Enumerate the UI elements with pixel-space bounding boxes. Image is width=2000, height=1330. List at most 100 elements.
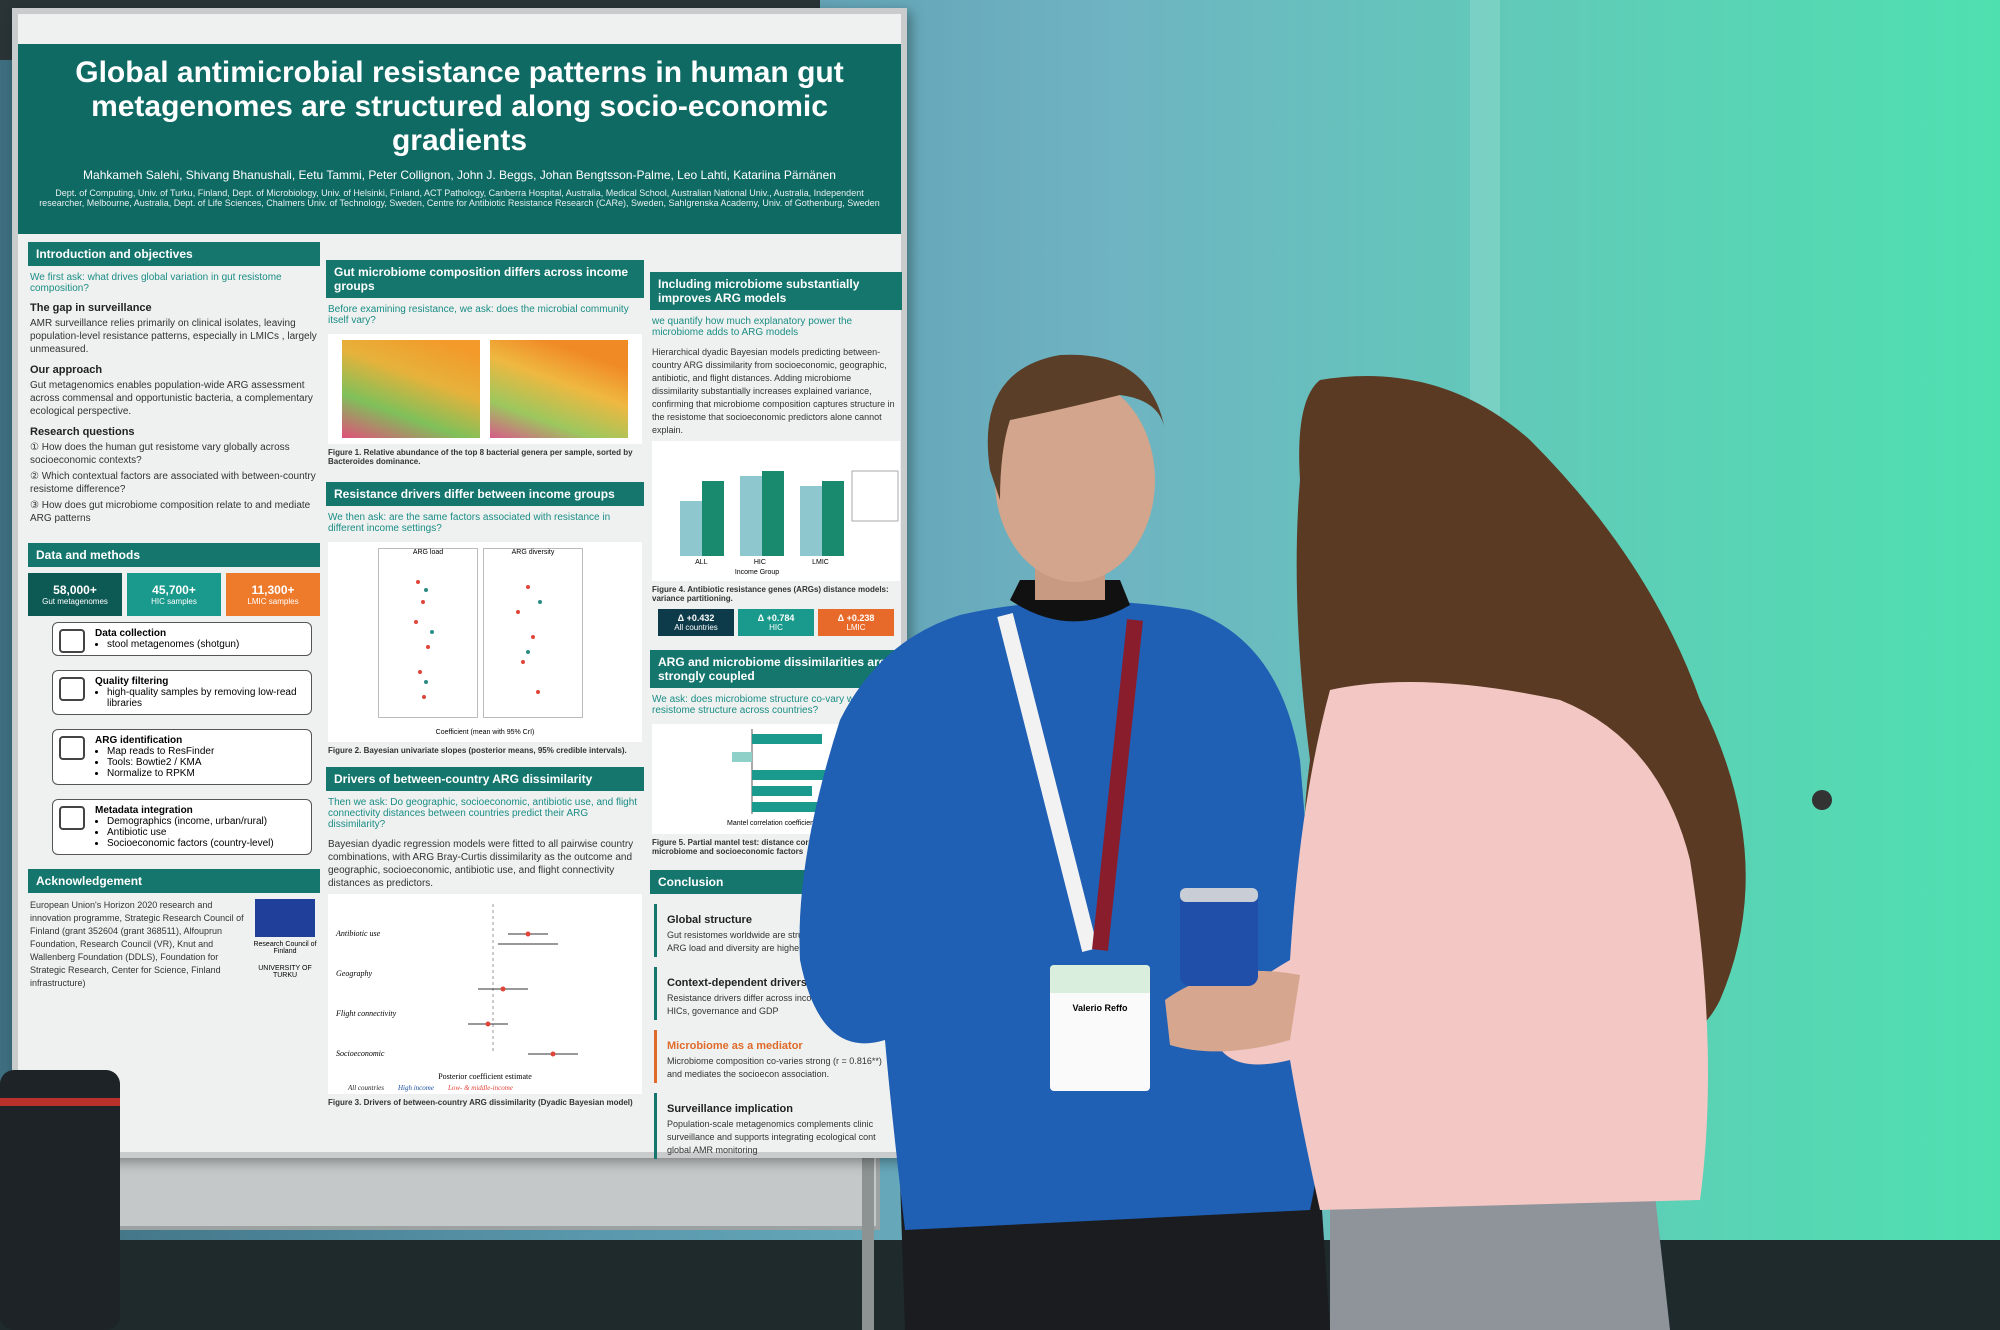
question: ② Which contextual factors are associate… bbox=[30, 471, 316, 495]
stack bbox=[740, 471, 784, 556]
coef-plot bbox=[468, 904, 578, 1057]
stack bbox=[800, 481, 844, 556]
conclusion-title: Surveillance implication bbox=[667, 1103, 793, 1115]
stat-value: 58,000+ bbox=[53, 583, 97, 597]
man-face bbox=[995, 378, 1155, 582]
lanyard bbox=[1092, 619, 1143, 951]
section-lead: We ask: does microbiome structure co-var… bbox=[652, 694, 865, 716]
bin-stripe bbox=[0, 1098, 120, 1106]
delta-label: LMIC bbox=[846, 623, 866, 632]
text: AMR surveillance relies primarily on cli… bbox=[30, 318, 317, 355]
text: Gut metagenomics enables population-wide… bbox=[30, 380, 313, 417]
method-step: Data collectionstool metagenomes (shotgu… bbox=[52, 622, 312, 656]
section-heading: Including microbiome substantially impro… bbox=[650, 272, 902, 310]
step-item: Map reads to ResFinder bbox=[107, 746, 305, 757]
badge-header bbox=[1050, 965, 1150, 993]
bin bbox=[0, 1070, 120, 1330]
conclusion-list: Global structure Gut resistomes worldwide… bbox=[650, 904, 902, 1159]
figure-2: ARG load ARG diversity Coefficient (mean… bbox=[328, 542, 642, 742]
axis-label: Coefficient (mean with 95% CrI) bbox=[435, 729, 535, 736]
step-title: Data collection bbox=[95, 628, 167, 639]
name-badge: Valerio Reffo bbox=[1050, 965, 1150, 1091]
delta-box: Δ +0.784 HIC bbox=[738, 609, 814, 636]
stat-label: HIC samples bbox=[151, 597, 197, 606]
method-step: Metadata integrationDemographics (income… bbox=[52, 799, 312, 855]
can-top bbox=[1180, 888, 1258, 902]
points bbox=[485, 931, 556, 1057]
man-hair bbox=[987, 354, 1165, 500]
stack bbox=[680, 481, 724, 556]
section-heading: Data and methods bbox=[28, 543, 320, 567]
group-label: HIC bbox=[753, 559, 766, 566]
variance-bars bbox=[680, 470, 899, 556]
delta-boxes: Δ +0.432 All countries Δ +0.784 HIC Δ +0.238… bbox=[658, 609, 894, 636]
legend-entry: High income bbox=[397, 1084, 434, 1092]
question: ① How does the human gut resistome vary … bbox=[30, 442, 290, 466]
step-title: Metadata integration bbox=[95, 805, 193, 816]
conclusion-item: Microbiome as a mediator Microbiome compo… bbox=[654, 1030, 898, 1083]
column-1: Introduction and objectives We first ask… bbox=[28, 234, 320, 990]
subheading: The gap in surveillance bbox=[30, 302, 152, 314]
poster-authors: Mahkameh Salehi, Shivang Bhanushali, Eet… bbox=[83, 168, 836, 182]
question-list: ① How does the human gut resistome vary … bbox=[28, 441, 320, 525]
section-lead: We then ask: are the same factors associ… bbox=[328, 512, 611, 534]
figure-3: Antibiotic use Geography Flight connectivi… bbox=[328, 894, 642, 1094]
wall-camera bbox=[1812, 790, 1832, 810]
method-step: ARG identificationMap reads to ResFinder… bbox=[52, 729, 312, 785]
eu-flag bbox=[255, 899, 315, 937]
conclusion-item: Global structure Gut resistomes worldwide… bbox=[654, 904, 898, 957]
section-lead: We first ask: what drives global variati… bbox=[30, 272, 282, 294]
delta-value: Δ +0.784 bbox=[757, 613, 795, 623]
step-item: Antibiotic use bbox=[107, 827, 305, 838]
method-step: Quality filteringhigh-quality samples by… bbox=[52, 670, 312, 715]
figure-4: ALL HIC LMIC Income Group bbox=[652, 441, 900, 581]
group-labels: ALL HIC LMIC bbox=[672, 559, 852, 566]
stat-box: 11,300+ LMIC samples bbox=[226, 573, 320, 616]
figure-caption: Figure 1. Relative abundance of the top … bbox=[328, 448, 633, 466]
predictor-label: Flight connectivity bbox=[336, 1009, 397, 1018]
subheading: Our approach bbox=[30, 364, 103, 376]
section-heading: Acknowledgement bbox=[28, 869, 320, 893]
axis-label: Mantel correlation coefficient (r) bbox=[727, 820, 825, 827]
legend-entry: All countries bbox=[348, 1084, 384, 1092]
figure-caption: Figure 2. Bayesian univariate slopes (po… bbox=[328, 746, 627, 755]
figure-caption: Figure 4. Antibiotic resistance genes (A… bbox=[652, 585, 889, 603]
panel-title: ARG load bbox=[412, 549, 444, 556]
conclusion-text: Resistance drivers differ across income … bbox=[667, 993, 888, 1016]
dots bbox=[424, 588, 542, 684]
conclusion-item: Surveillance implication Population-scale… bbox=[654, 1093, 898, 1159]
step-title: ARG identification bbox=[95, 735, 183, 746]
section-lead: we quantify how much explanatory power t… bbox=[652, 316, 853, 338]
group-label: LMIC bbox=[812, 559, 829, 566]
predictor-label: Geography bbox=[336, 969, 372, 978]
stand-frame bbox=[100, 1150, 880, 1230]
poster-title: Global antimicrobial resistance patterns… bbox=[75, 56, 844, 157]
panel: ARG load bbox=[378, 548, 478, 718]
step-items: stool metagenomes (shotgun) bbox=[95, 639, 305, 650]
hand bbox=[1165, 970, 1300, 1052]
legend-box bbox=[851, 470, 899, 522]
stat-box: 45,700+ HIC samples bbox=[127, 573, 221, 616]
can bbox=[1180, 888, 1258, 986]
step-item: Tools: Bowtie2 / KMA bbox=[107, 757, 305, 768]
stat-value: 11,300+ bbox=[251, 583, 295, 597]
slope-dots bbox=[414, 580, 542, 699]
legend: All countries High income Low- & middle-in… bbox=[348, 1084, 513, 1092]
section-heading: Resistance drivers differ between income… bbox=[326, 482, 644, 506]
step-item: Socioeconomic factors (country-level) bbox=[107, 838, 305, 849]
conclusion-title: Microbiome as a mediator bbox=[667, 1040, 803, 1052]
text: Hierarchical dyadic Bayesian models pred… bbox=[652, 347, 895, 435]
step-item: high-quality samples by removing low-rea… bbox=[107, 687, 305, 709]
conclusion-text: Microbiome composition co-varies strong … bbox=[667, 1056, 882, 1079]
step-icon bbox=[59, 677, 85, 701]
step-icon bbox=[59, 736, 85, 760]
logo-text: Research Council of Finland bbox=[253, 941, 317, 955]
panel-title: ARG diversity bbox=[511, 549, 555, 556]
poster-affiliations: Dept. of Computing, Univ. of Turku, Finl… bbox=[39, 188, 880, 208]
conclusion-title: Global structure bbox=[667, 914, 752, 926]
wall-edge bbox=[1470, 0, 1500, 420]
section-lead: Before examining resistance, we ask: doe… bbox=[328, 304, 629, 326]
conclusion-text: Population-scale metagenomics complement… bbox=[667, 1119, 876, 1155]
badge-name: Valerio Reffo bbox=[1072, 1003, 1128, 1013]
